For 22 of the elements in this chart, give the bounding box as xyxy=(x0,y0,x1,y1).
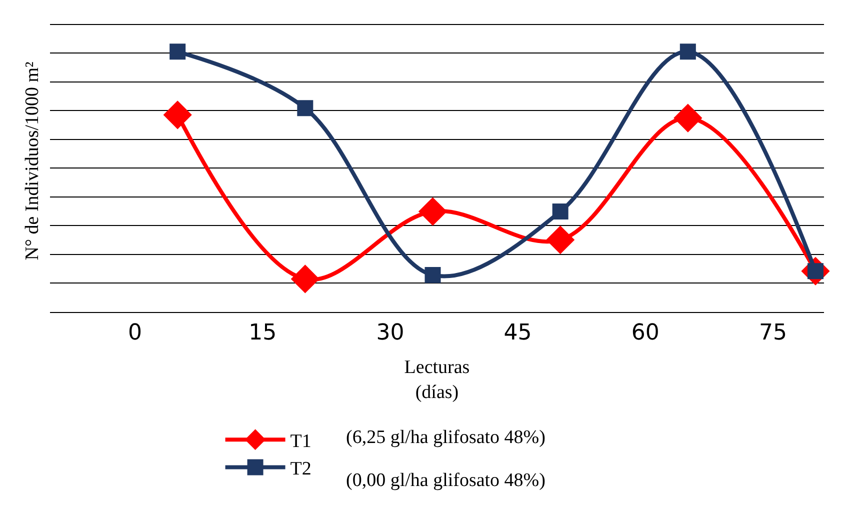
x-tick-label: 60 xyxy=(631,320,660,346)
point xyxy=(290,264,320,294)
point xyxy=(163,100,192,130)
y-axis-title: N° de Individuos/1000 m² xyxy=(22,61,43,260)
legend-label: T1 xyxy=(290,430,312,452)
point xyxy=(170,44,186,60)
point xyxy=(680,44,696,60)
x-tick-label: 45 xyxy=(504,320,532,346)
point xyxy=(552,204,568,220)
point xyxy=(297,100,314,116)
point xyxy=(674,104,702,132)
point xyxy=(424,267,441,284)
x-tick-label: 30 xyxy=(376,320,404,346)
x-tick-label: 0 xyxy=(128,320,142,346)
x-tick-label: 75 xyxy=(758,320,787,346)
x-axis-title: Lecturas (días) xyxy=(404,357,470,403)
legend-label: T2 xyxy=(290,458,312,480)
point xyxy=(418,197,448,226)
text: (0,00 gl/ha glifosato 48%) xyxy=(346,470,546,491)
text: (6,25 gl/ha glifosato 48%) xyxy=(346,427,546,448)
x-tick-label: 15 xyxy=(248,320,277,346)
point xyxy=(546,226,575,254)
